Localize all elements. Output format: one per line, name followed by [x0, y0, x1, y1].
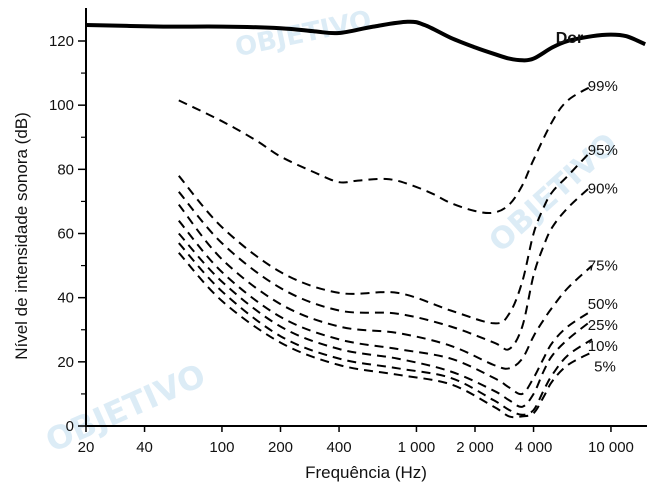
x-axis-title: Frequência (Hz): [305, 463, 427, 482]
y-tick-label: 120: [49, 33, 74, 50]
percentile-label: 50%: [588, 296, 618, 313]
y-tick-label: 60: [57, 226, 74, 243]
percentile-label: 95%: [588, 142, 618, 159]
y-tick-label: 80: [57, 161, 74, 178]
percentile-label: 75%: [588, 258, 618, 275]
pain-threshold-label: Dor: [556, 30, 584, 47]
x-tick-label: 2 000: [456, 439, 494, 456]
series-line-99pct: [178, 85, 593, 215]
series-line-75pct: [178, 203, 593, 370]
series-line-dor: [85, 19, 647, 63]
x-tick-label: 400: [327, 439, 352, 456]
series-line-5pct: [178, 252, 593, 419]
series-line-25pct: [178, 232, 593, 408]
y-tick-label: 40: [57, 290, 74, 307]
watermark-text: OBJETIVO: [232, 5, 374, 63]
curves-layer: [85, 19, 647, 419]
percentile-label: 10%: [588, 338, 618, 355]
x-tick-label: 20: [78, 439, 95, 456]
x-tick-label: 4 000: [515, 439, 553, 456]
x-tick-label: 200: [268, 439, 293, 456]
percentile-label: 90%: [588, 181, 618, 198]
x-tick-label: 1 000: [398, 439, 436, 456]
series-line-95pct: [178, 149, 593, 325]
y-axis-title: Nível de intensidade sonora (dB): [12, 112, 31, 360]
watermark-text: OBJETIVO: [40, 356, 211, 460]
series-line-50pct: [178, 220, 593, 396]
percentile-label: 5%: [594, 359, 616, 376]
curve-labels-layer: Dor 99% 95% 90% 75% 50% 25% 10% 5%: [556, 30, 618, 376]
series-line-90pct: [178, 184, 593, 351]
percentile-label: 99%: [588, 78, 618, 95]
x-tick-label: 40: [136, 439, 153, 456]
y-tick-label: 20: [57, 354, 74, 371]
series-line-10pct: [178, 242, 593, 416]
percentile-label: 25%: [588, 317, 618, 334]
y-tick-label: 0: [66, 418, 74, 435]
x-tick-label: 10 000: [588, 439, 634, 456]
y-tick-label: 100: [49, 97, 74, 114]
x-tick-label: 100: [209, 439, 234, 456]
